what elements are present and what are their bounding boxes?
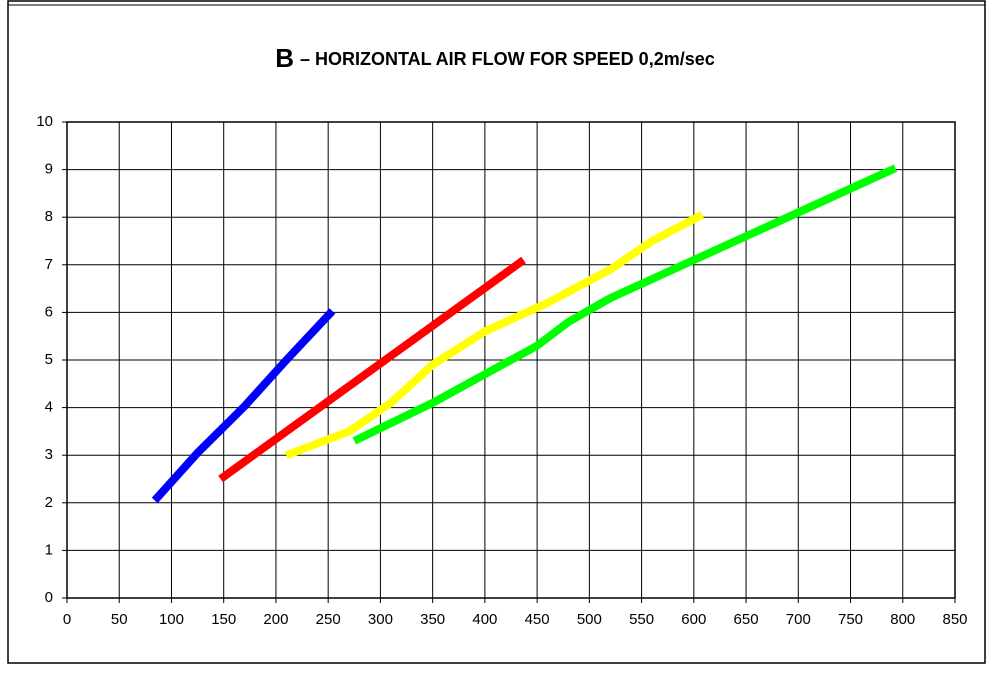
x-tick-label: 150 bbox=[211, 611, 236, 628]
series-line bbox=[284, 211, 705, 459]
x-tick-label: 850 bbox=[942, 611, 967, 628]
x-tick-label: 350 bbox=[420, 611, 445, 628]
series-line bbox=[352, 164, 898, 445]
x-tick-label: 450 bbox=[525, 611, 550, 628]
x-tick-label: 200 bbox=[263, 611, 288, 628]
x-tick-label: 700 bbox=[786, 611, 811, 628]
y-tick-label: 5 bbox=[45, 351, 53, 368]
x-tick-label: 550 bbox=[629, 611, 654, 628]
y-tick-label: 2 bbox=[45, 494, 53, 511]
frame bbox=[7, 0, 986, 664]
y-tick-label: 7 bbox=[45, 256, 53, 273]
y-tick-label: 9 bbox=[45, 161, 53, 178]
y-tick-label: 10 bbox=[36, 113, 53, 130]
x-tick-label: 50 bbox=[111, 611, 128, 628]
plot-area bbox=[66, 121, 956, 599]
series-line bbox=[151, 308, 336, 504]
y-tick-label: 3 bbox=[45, 446, 53, 463]
series-line bbox=[218, 256, 526, 483]
x-tick-label: 300 bbox=[368, 611, 393, 628]
x-tick-label: 250 bbox=[316, 611, 341, 628]
x-tick-label: 100 bbox=[159, 611, 184, 628]
x-tick-label: 750 bbox=[838, 611, 863, 628]
x-tick-label: 500 bbox=[577, 611, 602, 628]
x-tick-label: 400 bbox=[472, 611, 497, 628]
y-tick-label: 0 bbox=[45, 589, 53, 606]
x-tick-label: 600 bbox=[681, 611, 706, 628]
title-letter: B bbox=[275, 43, 294, 73]
chart-title: B – HORIZONTAL AIR FLOW FOR SPEED 0,2m/se… bbox=[275, 43, 715, 73]
y-tick-label: 6 bbox=[45, 303, 53, 320]
x-tick-label: 650 bbox=[734, 611, 759, 628]
title-text: – HORIZONTAL AIR FLOW FOR SPEED 0,2m/sec bbox=[300, 49, 715, 69]
y-tick-label: 8 bbox=[45, 208, 53, 225]
x-tick-label: 0 bbox=[63, 611, 71, 628]
y-tick-label: 1 bbox=[45, 541, 53, 558]
x-tick-label: 800 bbox=[890, 611, 915, 628]
y-tick-label: 4 bbox=[45, 399, 53, 416]
